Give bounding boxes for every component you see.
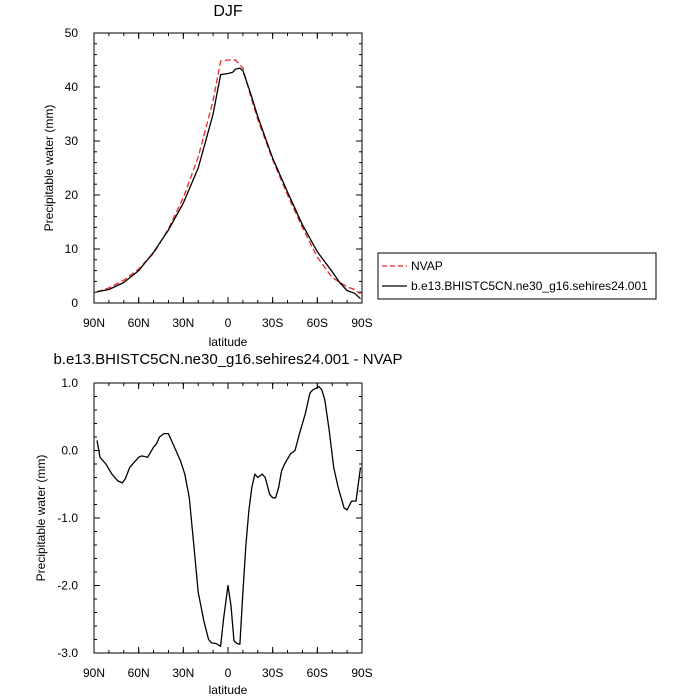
bottom-chart-xlabel: latitude [209, 683, 248, 697]
bottom-chart-title: b.e13.BHISTC5CN.ne30_g16.sehires24.001 -… [53, 351, 402, 368]
bottom-chart: b.e13.BHISTC5CN.ne30_g16.sehires24.001 -… [34, 351, 403, 697]
top-chart: DJF 90N 60N 30N 0 30S 60S 90S 0 10 20 30 40 50 Preci… [42, 3, 373, 349]
bottom-chart-ylabel: Precipitable water (mm) [34, 455, 48, 582]
y-tick-label: 20 [65, 188, 79, 202]
y-tick-label: 10 [65, 242, 79, 256]
y-tick-label: 1.0 [61, 376, 78, 390]
legend-box [377, 252, 657, 300]
x-tick-label: 60N [128, 316, 150, 330]
top-chart-series [96, 59, 361, 300]
x-tick-label: 30S [262, 666, 283, 680]
x-tick-label: 90S [351, 316, 372, 330]
x-tick-label: 60S [307, 316, 328, 330]
x-tick-label: 90S [351, 666, 372, 680]
x-tick-label: 30N [172, 666, 194, 680]
x-tick-label: 0 [225, 316, 232, 330]
y-tick-label: 0 [71, 296, 78, 310]
legend-label-model: b.e13.BHISTC5CN.ne30_g16.sehires24.001 [411, 279, 648, 293]
y-tick-label: -3.0 [57, 646, 78, 660]
top-chart-xlabel: latitude [209, 335, 248, 349]
top-chart-title: DJF [213, 3, 243, 20]
bottom-chart-frame [93, 382, 363, 654]
legend-label-nvap: NVAP [411, 259, 443, 273]
y-tick-label: -1.0 [57, 511, 78, 525]
top-chart-ylabel: Precipitable water (mm) [42, 105, 56, 232]
y-tick-label: 0.0 [61, 444, 78, 458]
bottom-chart-axes: 90N 60N 30N 0 30S 60S 90S -3.0 -2.0 -1.0 0.0 1.0 [57, 376, 372, 680]
bottom-chart-series-line-0 [96, 385, 362, 647]
bottom-chart-series [96, 385, 362, 647]
x-tick-label: 60N [128, 666, 150, 680]
legend: NVAP b.e13.BHISTC5CN.ne30_g16.sehires24.… [377, 252, 657, 300]
y-tick-label: 30 [65, 134, 79, 148]
y-tick-label: -2.0 [57, 579, 78, 593]
x-tick-label: 60S [307, 666, 328, 680]
x-tick-label: 90N [83, 316, 105, 330]
x-tick-label: 30N [172, 316, 194, 330]
x-tick-label: 0 [225, 666, 232, 680]
top-chart-series-line-0 [96, 59, 361, 295]
y-tick-label: 50 [65, 26, 79, 40]
x-tick-label: 90N [83, 666, 105, 680]
x-tick-label: 30S [262, 316, 283, 330]
top-chart-series-line-1 [96, 67, 361, 300]
top-chart-axes: 90N 60N 30N 0 30S 60S 90S 0 10 20 30 40 50 [65, 26, 373, 330]
y-tick-label: 40 [65, 80, 79, 94]
